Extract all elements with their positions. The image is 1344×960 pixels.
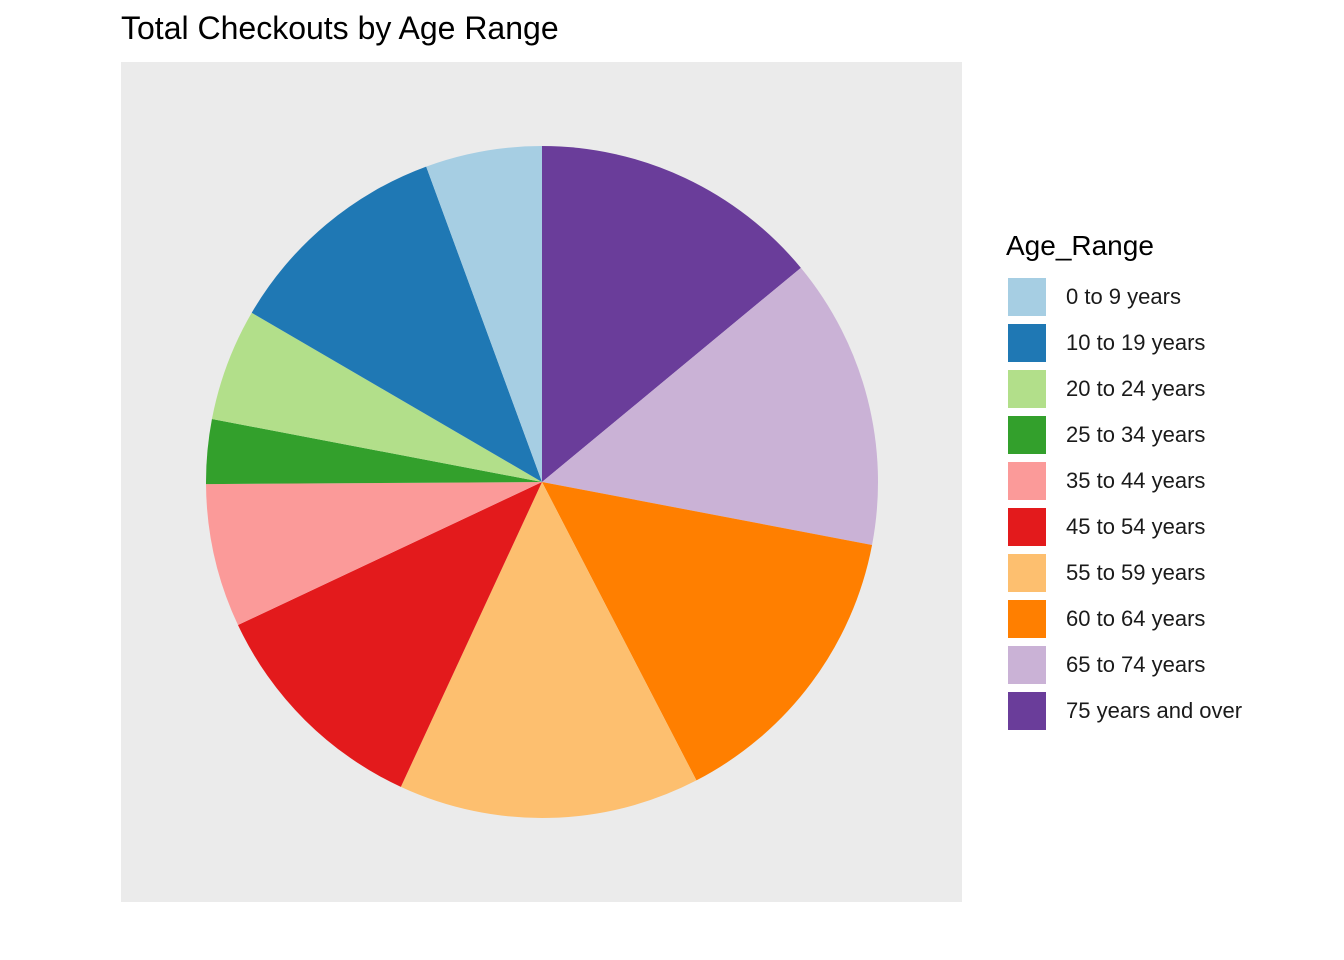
legend-label: 60 to 64 years (1066, 606, 1206, 631)
pie-chart (206, 146, 879, 818)
legend-swatch (1006, 644, 1048, 686)
legend-label: 55 to 59 years (1066, 560, 1206, 585)
legend-label: 65 to 74 years (1066, 652, 1206, 677)
legend-swatch (1006, 368, 1048, 410)
legend-label: 25 to 34 years (1066, 422, 1206, 447)
legend-swatch (1006, 414, 1048, 456)
legend-label: 10 to 19 years (1066, 330, 1206, 355)
legend-item: 75 years and over (1006, 688, 1242, 734)
legend-swatch (1006, 460, 1048, 502)
legend-item: 10 to 19 years (1006, 320, 1242, 366)
pie-slice (206, 419, 542, 485)
legend-item: 35 to 44 years (1006, 458, 1242, 504)
legend-item: 20 to 24 years (1006, 366, 1242, 412)
legend-swatch (1006, 276, 1048, 318)
legend-item: 60 to 64 years (1006, 596, 1242, 642)
plot-panel (121, 62, 962, 902)
legend-item: 45 to 54 years (1006, 504, 1242, 550)
legend-swatch (1006, 322, 1048, 364)
pie-slice (211, 312, 542, 482)
legend-item: 0 to 9 years (1006, 274, 1242, 320)
legend-swatch (1006, 506, 1048, 548)
legend-swatch (1006, 690, 1048, 732)
legend-title: Age_Range (1006, 230, 1154, 261)
legend-label: 20 to 24 years (1066, 376, 1206, 401)
pie-slice (542, 146, 801, 482)
chart-title: Total Checkouts by Age Range (121, 10, 559, 46)
pie-slice (251, 166, 542, 482)
legend-label: 0 to 9 years (1066, 284, 1181, 309)
pie-slice (237, 482, 542, 787)
pie-slice (542, 482, 873, 781)
pie-slice (426, 146, 542, 482)
legend-item: 25 to 34 years (1006, 412, 1242, 458)
legend-label: 75 years and over (1066, 698, 1243, 723)
legend-item: 65 to 74 years (1006, 642, 1242, 688)
legend-swatch (1006, 552, 1048, 594)
legend-item: 55 to 59 years (1006, 550, 1242, 596)
legend: Age_Range 0 to 9 years 10 to 19 years 20 t… (1006, 230, 1242, 734)
pie-slice (206, 482, 542, 626)
legend-label: 35 to 44 years (1066, 468, 1206, 493)
legend-items: 0 to 9 years 10 to 19 years 20 to 24 years… (1006, 274, 1242, 734)
legend-swatch (1006, 598, 1048, 640)
legend-label: 45 to 54 years (1066, 514, 1206, 539)
pie-slice (400, 482, 697, 818)
pie-slice (542, 267, 879, 545)
